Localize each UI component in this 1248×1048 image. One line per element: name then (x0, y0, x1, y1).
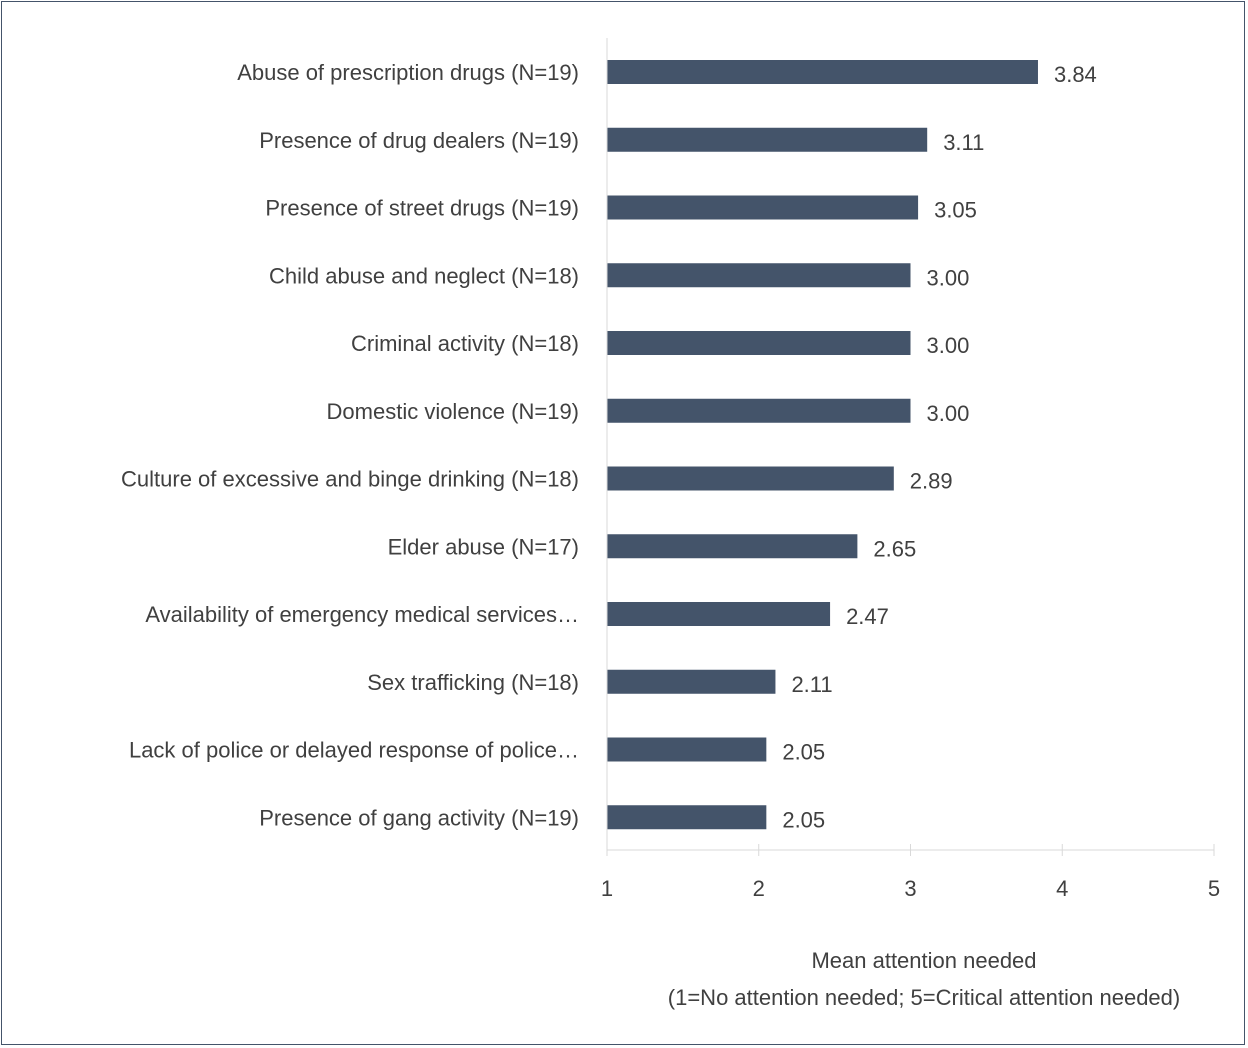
x-tick-label: 1 (601, 876, 613, 901)
category-label: Abuse of prescription drugs (N=19) (237, 60, 579, 85)
category-labels-group: Abuse of prescription drugs (N=19) Presen… (121, 60, 579, 830)
bar (607, 195, 919, 220)
value-label: 2.47 (846, 604, 889, 629)
category-label: Presence of street drugs (N=19) (265, 196, 579, 221)
value-label: 2.05 (782, 740, 825, 765)
category-label: Availability of emergency medical servic… (145, 602, 579, 627)
bar (607, 805, 767, 830)
category-label: Culture of excessive and binge drinking … (121, 467, 579, 492)
bar (607, 127, 928, 152)
category-label: Criminal activity (N=18) (351, 331, 579, 356)
bar (607, 466, 894, 491)
value-label: 2.05 (782, 807, 825, 832)
bar (607, 669, 776, 694)
value-label: 3.84 (1054, 62, 1097, 87)
x-tick-label: 3 (904, 876, 916, 901)
x-axis-title-line1: Mean attention needed (811, 948, 1036, 973)
bar (607, 534, 858, 559)
value-label: 2.11 (791, 672, 832, 697)
value-label: 3.00 (927, 265, 970, 290)
x-tick-label: 4 (1056, 876, 1068, 901)
x-axis: 1 2 3 4 5 (601, 38, 1220, 901)
bar (607, 331, 911, 355)
category-label: Domestic violence (N=19) (327, 399, 579, 424)
bar (607, 60, 1038, 84)
bar (607, 398, 911, 423)
bar (607, 602, 831, 626)
category-label: Child abuse and neglect (N=18) (269, 263, 579, 288)
bar (607, 263, 911, 288)
value-label: 2.65 (873, 536, 916, 561)
x-tick-label: 5 (1208, 876, 1220, 901)
value-label: 3.00 (927, 401, 970, 426)
value-labels-group: 3.84 3.11 3.05 3.00 3.00 3.00 2.89 2.65 2.47 2.11… (782, 62, 1096, 832)
category-label: Elder abuse (N=17) (388, 534, 579, 559)
bar (607, 737, 767, 762)
value-label: 3.05 (934, 198, 977, 223)
x-axis-title-line2: (1=No attention needed; 5=Critical atten… (668, 985, 1180, 1010)
category-label: Sex trafficking (N=18) (367, 670, 579, 695)
bars-group (607, 60, 1038, 830)
category-label: Presence of drug dealers (N=19) (259, 128, 579, 153)
value-label: 3.00 (927, 333, 970, 358)
x-tick-label: 2 (753, 876, 765, 901)
category-label: Lack of police or delayed response of po… (129, 738, 579, 763)
category-label: Presence of gang activity (N=19) (259, 805, 579, 830)
value-label: 3.11 (943, 130, 984, 155)
value-label: 2.89 (910, 469, 953, 494)
